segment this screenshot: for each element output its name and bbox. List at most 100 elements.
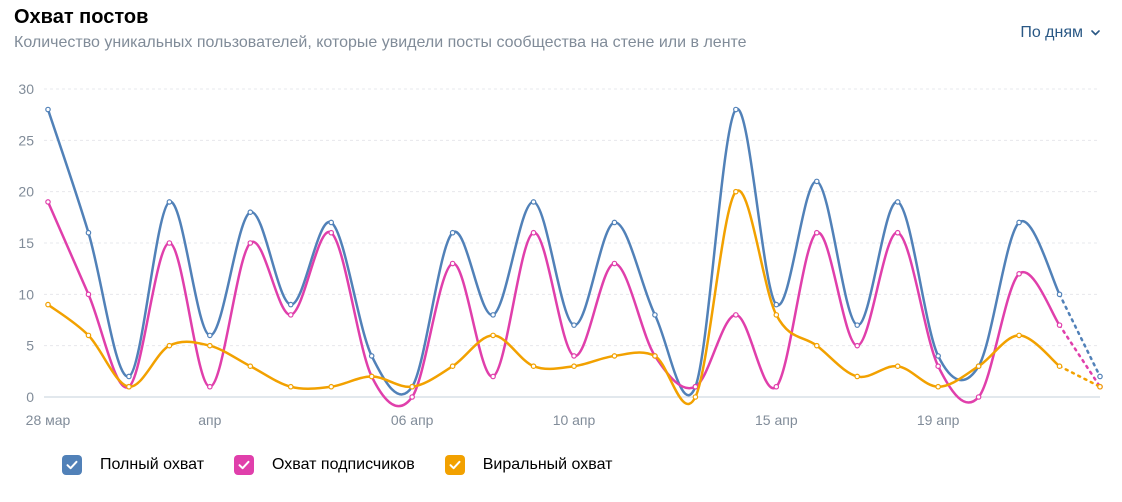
series-2 (45, 188, 1103, 406)
data-point[interactable] (449, 229, 456, 236)
data-point[interactable] (692, 394, 699, 400)
data-point[interactable] (1056, 363, 1063, 370)
data-point[interactable] (126, 373, 132, 380)
series-line-forecast (1058, 293, 1102, 378)
data-point[interactable] (45, 106, 51, 113)
y-tick-label: 10 (18, 286, 34, 302)
y-tick-label: 30 (18, 81, 34, 97)
data-point[interactable] (207, 383, 213, 390)
data-point[interactable] (692, 383, 699, 390)
y-tick-label: 0 (26, 389, 34, 405)
data-point[interactable] (733, 188, 739, 195)
x-axis: 28 мар апр 06 апр 10 апр 15 апр 19 апр (26, 412, 960, 428)
data-point[interactable] (368, 353, 375, 359)
data-point[interactable] (813, 229, 820, 236)
data-point[interactable] (287, 301, 294, 308)
y-tick-label: 25 (18, 132, 34, 148)
data-point[interactable] (1016, 332, 1022, 339)
legend-label: Полный охват (100, 456, 205, 473)
line-chart: 0 5 10 15 20 25 30 28 мар апр 06 апр 10 апр 15 апр… (18, 81, 1103, 428)
data-point[interactable] (45, 199, 51, 205)
series-1 (45, 199, 1103, 408)
series-0 (45, 106, 1103, 397)
data-point[interactable] (733, 106, 739, 113)
checkbox-full-reach[interactable] (62, 455, 82, 475)
data-point[interactable] (530, 199, 537, 205)
x-tick-label: 15 апр (755, 412, 798, 428)
data-point[interactable] (409, 383, 415, 390)
data-point[interactable] (854, 342, 861, 349)
data-point[interactable] (571, 353, 577, 359)
data-point[interactable] (287, 312, 294, 318)
data-point[interactable] (490, 332, 496, 339)
data-point[interactable] (207, 342, 213, 349)
data-point[interactable] (894, 363, 901, 370)
data-point[interactable] (85, 229, 92, 236)
data-point[interactable] (368, 373, 375, 380)
legend-item-viral-reach[interactable]: Виральный охват (444, 455, 612, 475)
data-point[interactable] (85, 332, 92, 339)
data-point[interactable] (1097, 383, 1103, 390)
data-point[interactable] (813, 178, 820, 185)
data-point[interactable] (530, 363, 537, 370)
data-point[interactable] (894, 229, 901, 236)
data-point[interactable] (773, 301, 780, 308)
data-point[interactable] (894, 199, 901, 205)
data-point[interactable] (449, 260, 456, 267)
data-point[interactable] (247, 363, 254, 370)
data-point[interactable] (975, 363, 982, 370)
data-point[interactable] (652, 353, 658, 359)
data-point[interactable] (611, 219, 618, 226)
data-point[interactable] (85, 291, 92, 298)
data-point[interactable] (449, 363, 456, 370)
series-line-forecast (1058, 364, 1102, 388)
data-point[interactable] (571, 363, 577, 370)
data-point[interactable] (409, 394, 415, 400)
data-point[interactable] (1056, 322, 1063, 328)
data-point[interactable] (611, 353, 618, 359)
data-point[interactable] (328, 229, 335, 236)
data-point[interactable] (490, 373, 496, 380)
checkbox-viral-reach[interactable] (444, 455, 465, 475)
data-point[interactable] (571, 322, 577, 328)
legend-item-full-reach[interactable]: Полный охват (62, 455, 204, 475)
data-point[interactable] (166, 240, 173, 246)
data-point[interactable] (287, 383, 294, 390)
data-point[interactable] (1016, 271, 1022, 277)
data-point[interactable] (490, 312, 496, 318)
check-icon (66, 460, 78, 470)
data-point[interactable] (207, 332, 213, 339)
data-point[interactable] (935, 353, 941, 359)
x-tick-label: 28 мар (26, 412, 71, 428)
data-point[interactable] (611, 260, 618, 267)
data-point[interactable] (45, 301, 51, 308)
data-point[interactable] (328, 219, 335, 226)
legend-item-subscribers-reach[interactable]: Охват подписчиков (234, 455, 415, 475)
data-point[interactable] (975, 394, 982, 400)
y-axis: 0 5 10 15 20 25 30 (18, 81, 34, 405)
checkbox-subscribers-reach[interactable] (234, 455, 255, 475)
period-dropdown[interactable]: По дням (1020, 24, 1100, 42)
data-point[interactable] (328, 383, 335, 390)
data-point[interactable] (530, 229, 537, 236)
data-point[interactable] (813, 342, 820, 349)
x-tick-label: 19 апр (917, 412, 960, 428)
data-point[interactable] (773, 383, 780, 390)
data-point[interactable] (247, 209, 254, 216)
data-point[interactable] (1056, 291, 1063, 298)
data-point[interactable] (935, 363, 941, 370)
data-point[interactable] (247, 240, 254, 246)
data-point[interactable] (166, 199, 173, 205)
chart-grid (44, 88, 1100, 398)
data-point[interactable] (773, 312, 780, 318)
data-point[interactable] (854, 322, 861, 328)
data-point[interactable] (935, 383, 941, 390)
data-point[interactable] (733, 312, 739, 318)
data-point[interactable] (652, 312, 658, 318)
data-point[interactable] (854, 373, 861, 380)
data-point[interactable] (126, 383, 132, 390)
data-point[interactable] (1097, 373, 1103, 380)
data-point[interactable] (166, 342, 173, 349)
data-point[interactable] (1016, 219, 1022, 226)
x-tick-label: 10 апр (553, 412, 596, 428)
